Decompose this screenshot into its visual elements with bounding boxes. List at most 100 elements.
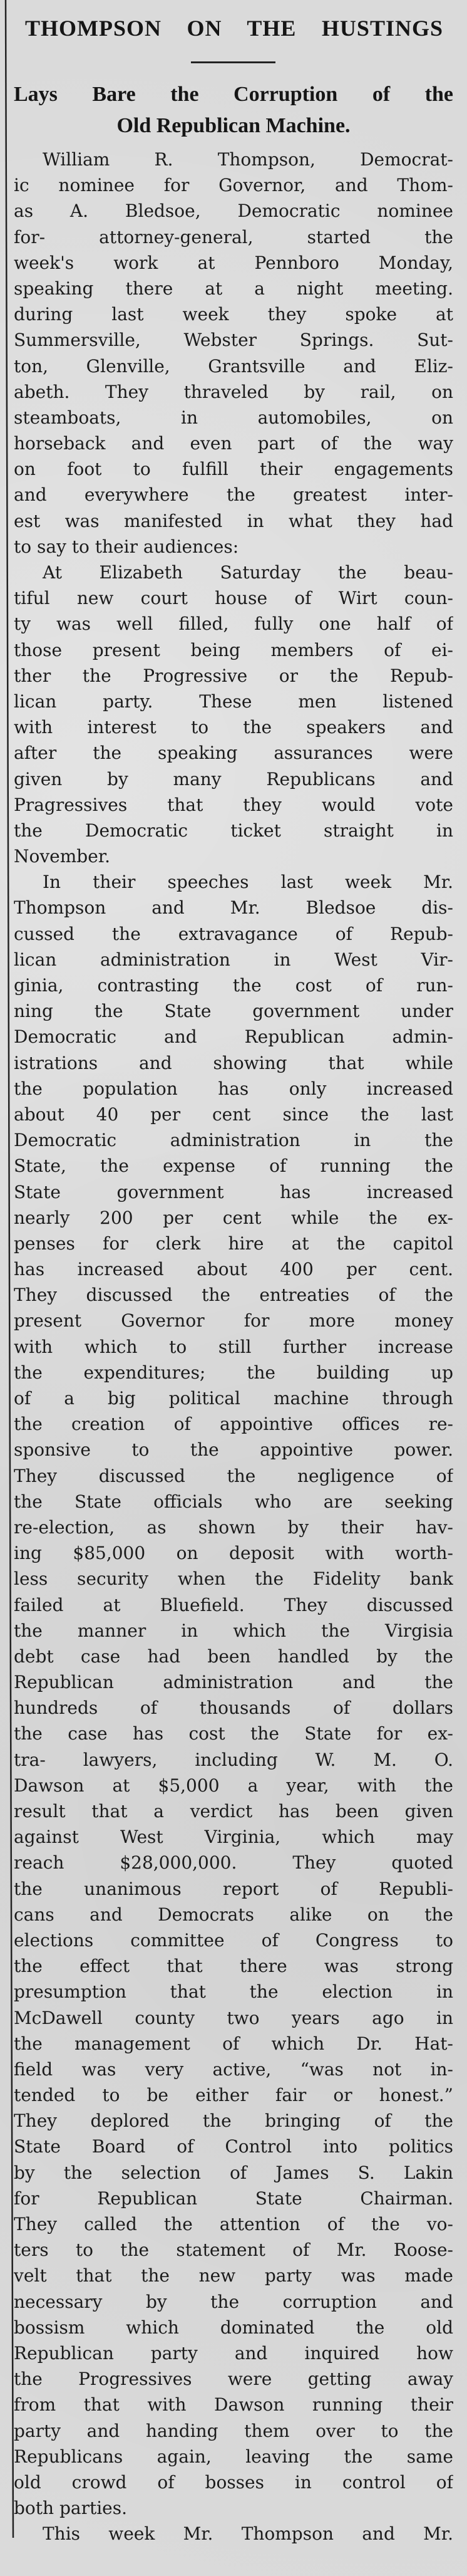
text-line: At Elizabeth Saturday the beau- — [43, 562, 453, 583]
text-line: as A. Bledsoe, Democratic nominee — [14, 201, 453, 222]
text-line: the management of which Dr. Hat- — [14, 2033, 453, 2054]
text-line: party and handing them over to the — [14, 2420, 453, 2441]
text-line: field was very active, “was not in- — [14, 2058, 453, 2080]
text-line: given by many Republicans and — [14, 768, 453, 790]
text-line: less security when the Fidelity bank — [14, 1568, 453, 1590]
text-line: to say to their audiences: — [14, 536, 239, 557]
text-line: This week Mr. Thompson and Mr. — [43, 2523, 453, 2545]
text-line: velt that the new party was made — [14, 2265, 453, 2287]
text-line: Democratic and Republican admin- — [14, 1026, 453, 1048]
text-line: Pragressives that they would vote — [14, 794, 453, 815]
subheadline-line-1: Lays Bare the Corruption of the — [14, 83, 453, 106]
paragraph: William R. Thompson, Democrat-ic nominee… — [14, 147, 453, 560]
text-line: the population has only increased — [14, 1078, 453, 1099]
subheadline-line-2: Old Republican Machine. — [116, 114, 351, 137]
text-line: the Progressives were getting away — [14, 2369, 453, 2390]
text-line: elections committee of Congress to — [14, 1929, 453, 1951]
text-line: ic nominee for Governor, and Thom- — [14, 175, 453, 196]
text-line: They called the attention of the vo- — [14, 2214, 453, 2234]
text-line: week's work at Pennboro Monday, — [14, 252, 453, 273]
column-divider-line — [4, 0, 14, 2538]
text-line: Summersville, Webster Springs. Sut- — [14, 330, 453, 351]
text-line: ton, Glenville, Grantsville and Eliz- — [14, 355, 453, 377]
headline: THOMPSON ON THE HUSTINGS — [25, 16, 443, 41]
text-line: Democratic administration in the — [14, 1130, 453, 1151]
paragraph: At Elizabeth Saturday the beau-tiful new… — [14, 560, 453, 869]
text-line: istrations and showing that while — [14, 1052, 453, 1073]
text-line: McDawell county two years ago in — [14, 2007, 453, 2028]
text-line: penses for clerk hire at the capitol — [14, 1233, 453, 1254]
text-line: by the selection of James S. Lakin — [14, 2162, 453, 2183]
text-line: cussed the extravagance of Repub- — [14, 923, 453, 944]
text-line: They deplored the bringing of the — [14, 2110, 453, 2132]
text-line: ning the State government under — [14, 1001, 453, 1022]
text-line: ters to the statement of Mr. Roose- — [14, 2240, 453, 2261]
text-line: ther the Progressive or the Repub- — [14, 665, 453, 686]
text-line: the State officials who are seeking — [14, 1491, 453, 1512]
text-line: They discussed the entreaties of the — [14, 1285, 453, 1306]
text-line: reach $28,000,000. They quoted — [14, 1852, 453, 1874]
text-line: necessary by the corruption and — [14, 2291, 453, 2312]
text-line: November. — [14, 846, 110, 867]
text-line: re-election, as shown by their hav- — [14, 1516, 453, 1538]
text-line: on foot to fulfill their engagements — [14, 459, 453, 480]
headline-rule — [191, 61, 275, 63]
text-line: about 40 per cent since the last — [14, 1103, 453, 1125]
text-line: State, the expense of running the — [14, 1155, 453, 1177]
text-line: Republican administration and the — [14, 1672, 453, 1693]
text-line: the effect that there was strong — [14, 1956, 453, 1977]
text-line: against West Virginia, which may — [14, 1827, 453, 1848]
text-line: of a big political machine through — [14, 1388, 453, 1409]
text-line: the expenditures; the building up — [14, 1362, 453, 1383]
text-line: cans and Democrats alike on the — [14, 1904, 453, 1925]
paragraph: This week Mr. Thompson and Mr. — [14, 2521, 453, 2547]
text-line: They discussed the negligence of — [14, 1465, 453, 1486]
text-line: the unanimous report of Republi- — [14, 1878, 453, 1899]
text-line: In their speeches last week Mr. — [43, 872, 453, 893]
text-line: failed at Bluefield. They discussed — [14, 1594, 453, 1615]
text-line: William R. Thompson, Democrat- — [43, 149, 453, 170]
text-line: and everywhere the greatest inter- — [14, 484, 453, 506]
text-line: the case has cost the State for ex- — [14, 1723, 453, 1744]
text-line: ing $85,000 on deposit with worth- — [14, 1543, 453, 1564]
text-line: lican administration in West Vir- — [14, 949, 453, 970]
text-line: with interest to the speakers and — [14, 717, 453, 738]
text-line: has increased about 400 per cent. — [14, 1259, 453, 1280]
text-line: State government has increased — [14, 1181, 453, 1202]
text-line: lican party. These men listened — [14, 691, 453, 712]
text-line: abeth. They thraveled by rail, on — [14, 381, 453, 402]
text-line: debt case had been handled by the — [14, 1645, 453, 1667]
text-line: old crowd of bosses in control of — [14, 2471, 453, 2493]
text-line: tra- lawyers, including W. M. O. — [14, 1749, 453, 1770]
text-line: bossism which dominated the old — [14, 2317, 453, 2338]
text-line: Republican party and inquired how — [14, 2342, 453, 2364]
text-line: sponsive to the appointive power. — [14, 1439, 453, 1461]
text-line: for Republican State Chairman. — [14, 2188, 453, 2209]
text-line: Dawson at $5,000 a year, with the — [14, 1775, 453, 1796]
text-line: tended to be either fair or honest.” — [14, 2085, 453, 2106]
text-line: tiful new court house of Wirt coun- — [14, 588, 453, 609]
text-line: speaking there at a night meeting. — [14, 278, 453, 299]
text-line: both parties. — [14, 2498, 128, 2519]
text-line: the manner in which the Virgisia — [14, 1620, 453, 1641]
text-line: Republicans again, leaving the same — [14, 2446, 453, 2467]
text-line: est was manifested in what they had — [14, 510, 453, 531]
text-line: the creation of appointive offices re- — [14, 1414, 453, 1435]
text-line: nearly 200 per cent while the ex- — [14, 1207, 453, 1228]
text-line: after the speaking assurances were — [14, 743, 453, 764]
text-line: those present being members of ei- — [14, 639, 453, 660]
text-line: the Democratic ticket straight in — [14, 820, 453, 841]
text-line: hundreds of thousands of dollars — [14, 1697, 453, 1719]
text-line: ginia, contrasting the cost of run- — [14, 975, 453, 996]
text-line: present Governor for more money — [14, 1310, 453, 1332]
text-line: steamboats, in automobiles, on — [14, 407, 453, 428]
text-line: for- attorney-general, started the — [14, 226, 453, 248]
text-line: ty was well filled, fully one half of — [14, 613, 453, 635]
text-line: from that with Dawson running their — [14, 2394, 453, 2416]
text-line: presumption that the election in — [14, 1981, 453, 2003]
text-line: Thompson and Mr. Bledsoe dis- — [14, 897, 453, 919]
text-line: result that a verdict has been given — [14, 1801, 453, 1822]
text-line: horseback and even part of the way — [14, 433, 453, 454]
text-line: State Board of Control into politics — [14, 2136, 453, 2157]
paragraph: In their speeches last week Mr. Thompson … — [14, 869, 453, 2521]
